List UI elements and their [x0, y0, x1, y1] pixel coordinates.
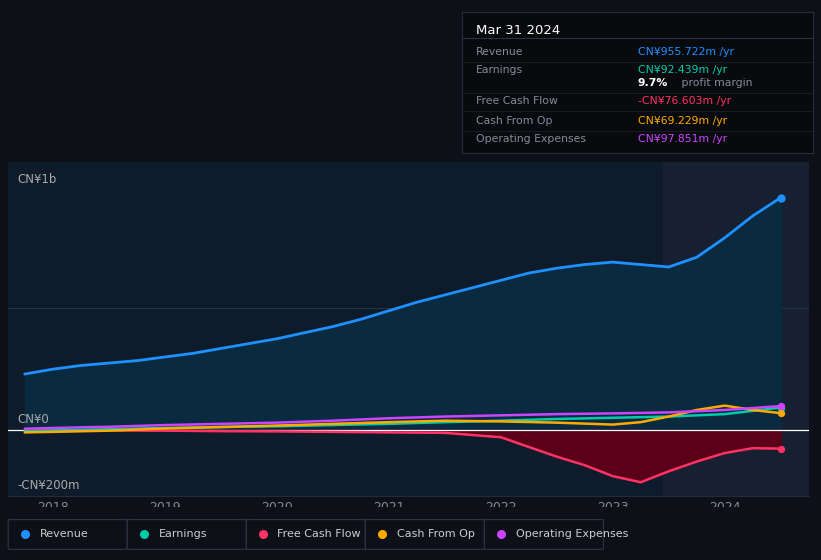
FancyBboxPatch shape	[8, 520, 127, 549]
Text: Cash From Op: Cash From Op	[397, 529, 475, 539]
Text: Revenue: Revenue	[476, 47, 524, 57]
Point	[137, 530, 150, 539]
Text: CN¥92.439m /yr: CN¥92.439m /yr	[638, 65, 727, 75]
Point	[774, 444, 787, 453]
Point	[774, 403, 787, 412]
Point	[494, 530, 507, 539]
Point	[256, 530, 269, 539]
Text: CN¥97.851m /yr: CN¥97.851m /yr	[638, 134, 727, 144]
FancyBboxPatch shape	[246, 520, 365, 549]
Point	[774, 402, 787, 410]
Text: Revenue: Revenue	[39, 529, 88, 539]
Text: Free Cash Flow: Free Cash Flow	[476, 96, 558, 106]
Text: Earnings: Earnings	[476, 65, 523, 75]
FancyBboxPatch shape	[484, 520, 603, 549]
Point	[375, 530, 388, 539]
Text: Cash From Op: Cash From Op	[476, 116, 553, 126]
Text: profit margin: profit margin	[678, 78, 752, 88]
FancyBboxPatch shape	[127, 520, 246, 549]
Point	[774, 409, 787, 418]
Text: CN¥1b: CN¥1b	[17, 173, 57, 186]
Text: Operating Expenses: Operating Expenses	[516, 529, 628, 539]
Text: Earnings: Earnings	[158, 529, 207, 539]
Text: 9.7%: 9.7%	[638, 78, 667, 88]
Text: CN¥955.722m /yr: CN¥955.722m /yr	[638, 47, 733, 57]
Text: Free Cash Flow: Free Cash Flow	[277, 529, 361, 539]
Text: Mar 31 2024: Mar 31 2024	[476, 24, 561, 36]
Text: CN¥0: CN¥0	[17, 413, 49, 426]
Bar	[663, 162, 809, 496]
Text: CN¥69.229m /yr: CN¥69.229m /yr	[638, 116, 727, 126]
FancyBboxPatch shape	[365, 520, 484, 549]
Point	[18, 530, 31, 539]
Text: -CN¥76.603m /yr: -CN¥76.603m /yr	[638, 96, 731, 106]
Point	[774, 193, 787, 202]
Text: Operating Expenses: Operating Expenses	[476, 134, 586, 144]
Text: -CN¥200m: -CN¥200m	[17, 479, 80, 492]
